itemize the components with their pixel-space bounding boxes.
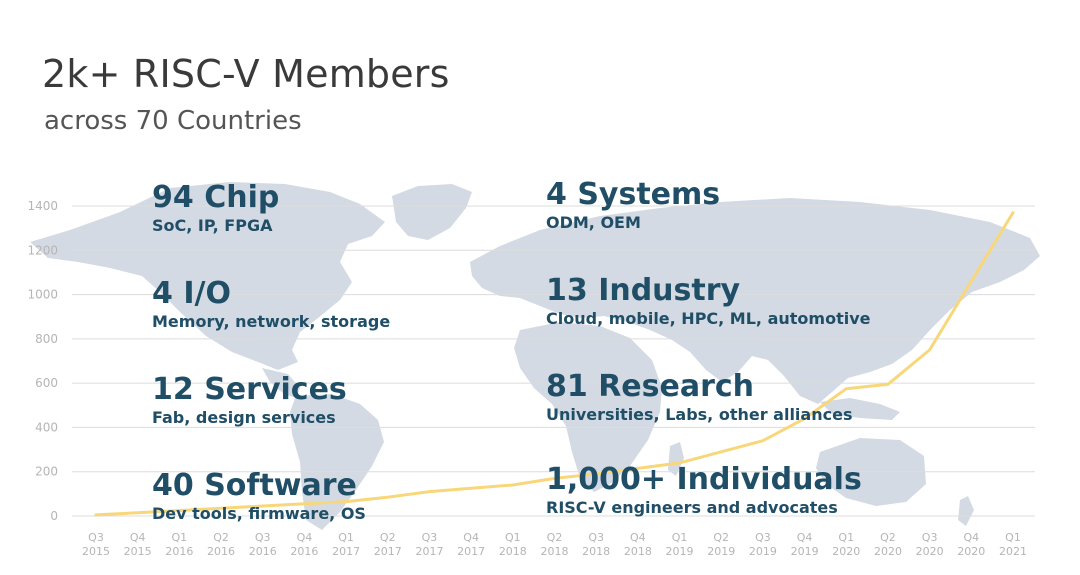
x-tick-year: 2020: [957, 545, 985, 558]
stat-detail: Universities, Labs, other alliances: [546, 405, 853, 424]
stat-detail: Dev tools, firmware, OS: [152, 504, 366, 523]
map-new-zealand: [958, 496, 974, 526]
y-tick-label: 1000: [27, 288, 58, 302]
x-tick-year: 2016: [290, 545, 318, 558]
stat-detail: Cloud, mobile, HPC, ML, automotive: [546, 309, 871, 328]
map-africa: [514, 322, 662, 492]
x-tick-year: 2019: [749, 545, 777, 558]
stat-headline: 12 Services: [152, 372, 347, 407]
stat-detail: Fab, design services: [152, 408, 336, 427]
series-line: [94, 211, 1015, 517]
stat-services: 12 Services Fab, design services: [152, 373, 347, 428]
stat-systems: 4 Systems ODM, OEM: [546, 178, 720, 233]
x-tick-quarter: Q1: [672, 531, 688, 544]
x-tick-quarter: Q4: [963, 531, 979, 544]
y-tick-label: 1200: [27, 243, 58, 257]
stat-headline: 4 Systems: [546, 177, 721, 212]
x-tick-year: 2016: [207, 545, 235, 558]
map-north-america: [30, 182, 385, 370]
x-tick-quarter: Q4: [630, 531, 646, 544]
stat-headline: 1,000+ Individuals: [546, 462, 862, 497]
stat-headline: 40 Software: [152, 468, 357, 503]
x-tick-quarter: Q3: [922, 531, 938, 544]
x-tick-year: 2016: [165, 545, 193, 558]
stat-detail: SoC, IP, FPGA: [152, 216, 273, 235]
x-tick-year: 2017: [332, 545, 360, 558]
stat-headline: 94 Chip: [152, 180, 280, 215]
y-tick-label: 200: [35, 465, 58, 479]
x-tick-quarter: Q2: [380, 531, 396, 544]
x-tick-year: 2015: [124, 545, 152, 558]
x-tick-year: 2015: [82, 545, 110, 558]
map-eurasia: [470, 198, 1040, 404]
y-tick-label: 400: [35, 420, 58, 434]
x-tick-year: 2016: [249, 545, 277, 558]
x-tick-quarter: Q4: [797, 531, 813, 544]
x-tick-year: 2018: [541, 545, 569, 558]
map-greenland: [392, 184, 472, 240]
x-axis-ticks: Q32015Q42015Q12016Q22016Q32016Q42016Q120…: [82, 531, 1027, 558]
x-tick-quarter: Q1: [1005, 531, 1021, 544]
x-tick-quarter: Q3: [422, 531, 438, 544]
chart-gridlines: [72, 205, 1035, 517]
y-tick-label: 600: [35, 376, 58, 390]
x-tick-year: 2017: [457, 545, 485, 558]
stat-industry: 13 Industry Cloud, mobile, HPC, ML, auto…: [546, 274, 870, 329]
stat-io: 4 I/O Memory, network, storage: [152, 277, 390, 332]
stat-headline: 13 Industry: [546, 273, 741, 308]
stat-detail: Memory, network, storage: [152, 312, 391, 331]
x-tick-year: 2019: [666, 545, 694, 558]
x-tick-year: 2018: [499, 545, 527, 558]
x-tick-year: 2019: [791, 545, 819, 558]
stat-chip: 94 Chip SoC, IP, FPGA: [152, 181, 279, 236]
slide-subtitle: across 70 Countries: [44, 106, 302, 136]
stat-detail: ODM, OEM: [546, 213, 641, 232]
y-tick-label: 800: [35, 332, 58, 346]
x-tick-quarter: Q3: [755, 531, 771, 544]
x-tick-year: 2020: [916, 545, 944, 558]
map-sea-islands: [820, 398, 900, 420]
x-tick-year: 2018: [582, 545, 610, 558]
y-tick-label: 0: [50, 509, 58, 523]
x-tick-quarter: Q1: [838, 531, 854, 544]
x-tick-quarter: Q2: [213, 531, 229, 544]
x-tick-quarter: Q2: [713, 531, 729, 544]
stat-software: 40 Software Dev tools, firmware, OS: [152, 469, 366, 524]
x-tick-year: 2018: [624, 545, 652, 558]
stat-headline: 4 I/O: [152, 276, 231, 311]
x-tick-quarter: Q1: [338, 531, 354, 544]
y-axis-ticks: 0 200 400 600 800 1000 1200 1400: [27, 199, 58, 523]
x-tick-year: 2020: [832, 545, 860, 558]
x-tick-year: 2019: [707, 545, 735, 558]
x-tick-year: 2017: [415, 545, 443, 558]
x-tick-quarter: Q2: [547, 531, 563, 544]
x-tick-quarter: Q3: [588, 531, 604, 544]
x-tick-year: 2017: [374, 545, 402, 558]
x-tick-quarter: Q4: [130, 531, 146, 544]
map-madagascar: [668, 442, 684, 476]
stat-detail: RISC-V engineers and advocates: [546, 498, 838, 517]
x-tick-year: 2021: [999, 545, 1027, 558]
stat-research: 81 Research Universities, Labs, other al…: [546, 370, 852, 425]
x-tick-quarter: Q3: [255, 531, 271, 544]
map-south-america: [290, 394, 384, 530]
x-tick-quarter: Q1: [172, 531, 188, 544]
world-map-background: [30, 182, 1040, 530]
x-tick-year: 2020: [874, 545, 902, 558]
x-tick-quarter: Q2: [880, 531, 896, 544]
x-tick-quarter: Q4: [463, 531, 479, 544]
stat-individuals: 1,000+ Individuals RISC-V engineers and …: [546, 463, 862, 518]
x-tick-quarter: Q3: [88, 531, 104, 544]
x-tick-quarter: Q4: [297, 531, 313, 544]
chart-series: [94, 211, 1015, 517]
slide-title: 2k+ RISC-V Members: [42, 52, 450, 96]
y-tick-label: 1400: [27, 199, 58, 213]
stat-headline: 81 Research: [546, 369, 755, 404]
x-tick-quarter: Q1: [505, 531, 521, 544]
